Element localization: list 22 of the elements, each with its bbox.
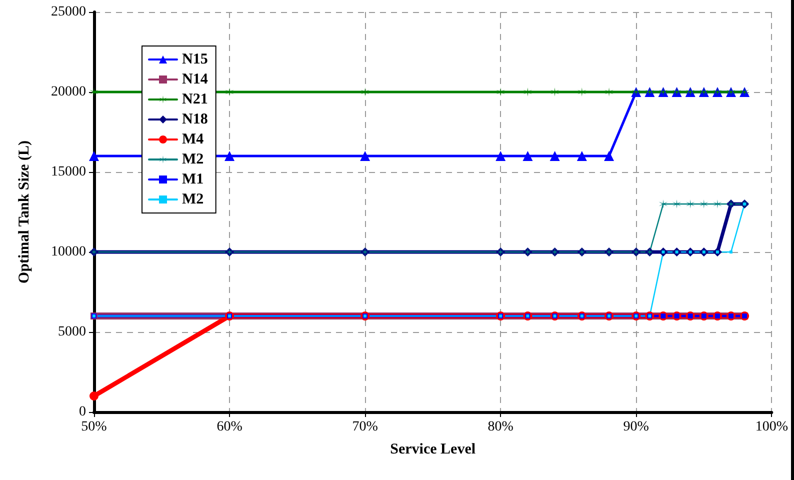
x-axis-title: Service Level (390, 442, 476, 458)
y-tick-label: 0 (79, 404, 86, 420)
legend-label: N15 (182, 52, 208, 68)
y-tick-label: 5000 (58, 324, 86, 340)
legend-label: M4 (182, 132, 204, 148)
x-tick-label: 80% (488, 420, 514, 434)
y-tick-label: 15000 (51, 164, 86, 180)
legend-label: M1 (182, 172, 204, 188)
x-tick-label: 90% (623, 420, 650, 434)
legend-label: N14 (182, 72, 208, 88)
x-tick-label: 50% (81, 420, 108, 434)
x-tick-label: 100% (755, 420, 788, 434)
legend-label: M2 (182, 192, 204, 208)
y-tick-label: 25000 (51, 4, 86, 20)
y-tick-label: 20000 (51, 84, 86, 100)
legend-label: N21 (182, 92, 208, 108)
legend-label: M2 (182, 152, 204, 168)
legend-label: N18 (182, 112, 208, 128)
y-tick-label: 10000 (51, 244, 86, 260)
x-tick-label: 70% (352, 420, 378, 434)
x-tick-label: 60% (216, 420, 243, 434)
y-axis-title: Optimal Tank Size (L) (16, 140, 32, 284)
